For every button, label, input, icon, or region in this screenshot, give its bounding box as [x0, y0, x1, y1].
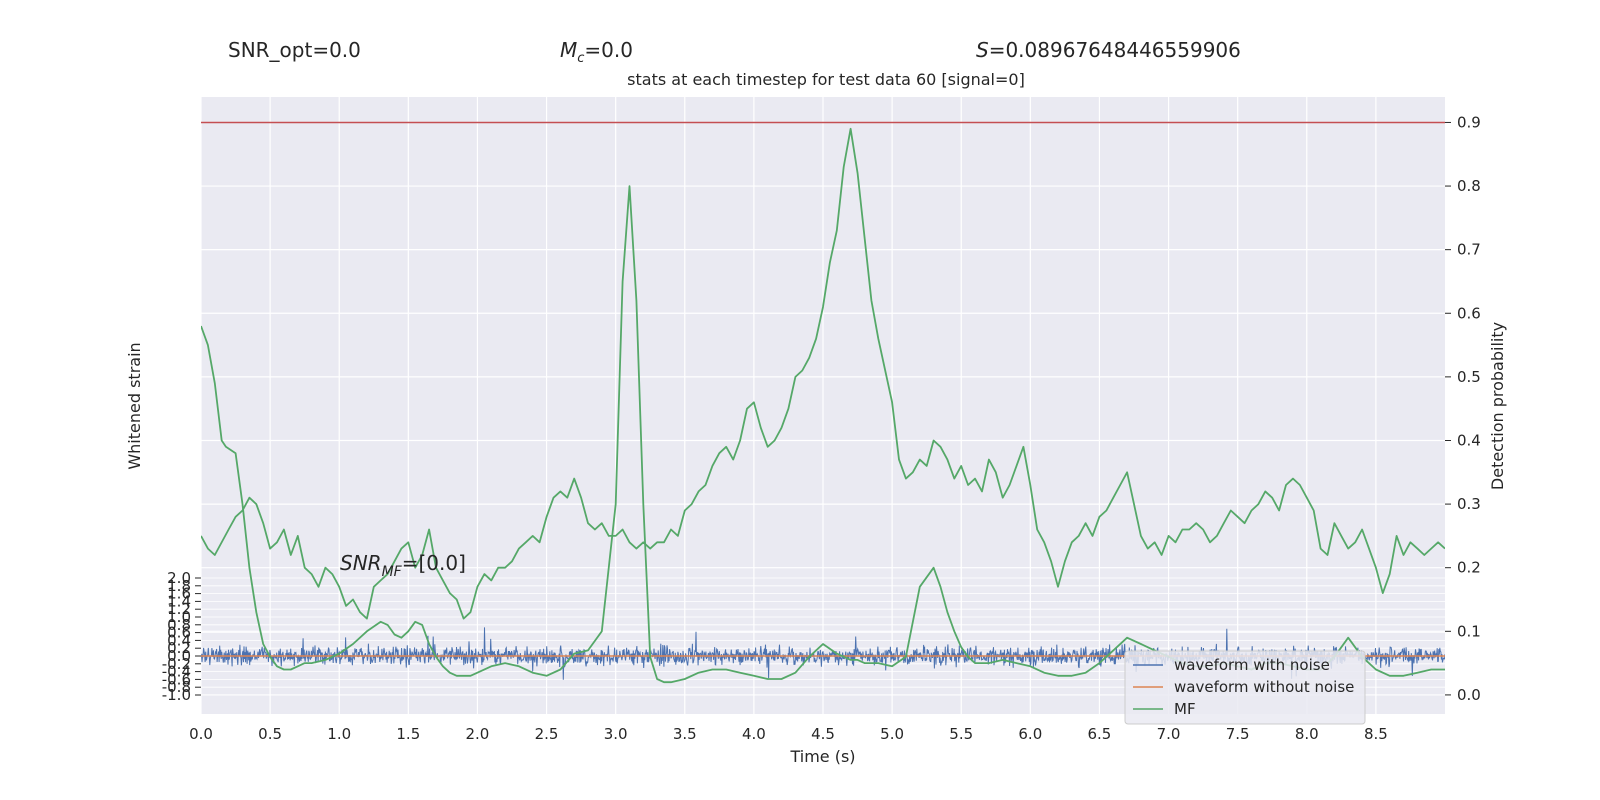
x-tick-label: 4.5	[811, 725, 835, 743]
noise-waveform-path	[201, 627, 1445, 680]
y-tick-label: 0.5	[1457, 368, 1481, 386]
inset-y-tick-label: 2.0	[167, 569, 191, 587]
legend-label-clean: waveform without noise	[1174, 678, 1354, 696]
snr-opt-text: SNR_opt=0.0	[228, 38, 361, 62]
inset-y-axis-ticks: 2.01.81.61.41.21.00.80.60.40.20.0-0.2-0.…	[162, 569, 201, 704]
chirp-mass-label: Mc=0.0	[560, 38, 633, 66]
legend-label-mf: MF	[1174, 700, 1196, 718]
x-tick-label: 1.5	[396, 725, 420, 743]
x-tick-label: 5.5	[949, 725, 973, 743]
inset-y-tick-label: 1.6	[167, 585, 191, 603]
y-tick-label: 0.8	[1457, 177, 1481, 195]
y-tick-label: 0.0	[1457, 686, 1481, 704]
x-axis-ticks: 0.0 0.5 1.0 1.5 2.0 2.5 3.0 3.5 4.0 4.5 5.0 5.5 6.0 6…	[189, 725, 1388, 743]
inset-y-tick-label: 0.8	[167, 616, 191, 634]
legend-box	[1124, 650, 1366, 725]
x-tick-label: 6.0	[1018, 725, 1042, 743]
y-tick-label: 0.4	[1457, 431, 1481, 449]
y-tick-label: 0.6	[1457, 304, 1481, 322]
x-tick-label: 7.0	[1157, 725, 1181, 743]
x-tick-label: 3.0	[604, 725, 628, 743]
snr-opt-label: SNR_opt=0.0	[228, 38, 361, 62]
s-stat-label: S=0.08967648446559906	[976, 38, 1241, 62]
legend-label-noise: waveform with noise	[1174, 656, 1330, 674]
x-tick-label: 5.0	[880, 725, 904, 743]
legend: waveform with noise waveform without noi…	[1124, 650, 1366, 725]
inset-y-tick-label: -0.6	[162, 670, 191, 688]
s-stat-symbol: S	[976, 38, 989, 62]
inset-y-tick-label: 0.0	[167, 647, 191, 665]
detection-probability-line	[201, 127, 1445, 620]
chirp-mass-subscript: c	[577, 51, 585, 66]
waveform-with-noise-series	[201, 627, 1445, 680]
inset-title-suffix: =[0.0]	[402, 551, 466, 575]
y-axis-ticks-right: 0.0 0.1 0.2 0.3 0.4 0.5 0.6 0.7 0.8 0.9	[1445, 113, 1481, 704]
inset-y-tick-label: 1.2	[167, 600, 191, 618]
inset-title-subscript: MF	[382, 564, 403, 580]
x-tick-label: 1.0	[327, 725, 351, 743]
x-tick-label: 2.5	[535, 725, 559, 743]
inset-title-prefix: SNR	[340, 551, 382, 575]
x-tick-label: 4.0	[742, 725, 766, 743]
x-tick-label: 6.5	[1088, 725, 1112, 743]
inset-title: SNRMF=[0.0]	[340, 551, 466, 580]
x-tick-label: 8.5	[1364, 725, 1388, 743]
x-tick-label: 3.5	[673, 725, 697, 743]
inset-y-tick-label: 0.2	[167, 639, 191, 657]
x-tick-label: 2.0	[466, 725, 490, 743]
chirp-mass-value: =0.0	[584, 38, 633, 62]
inset-y-tick-label: 1.8	[167, 577, 191, 595]
inset-y-tick-label: -0.8	[162, 678, 191, 696]
y-tick-label: 0.3	[1457, 495, 1481, 513]
inset-y-tick-label: 0.6	[167, 624, 191, 642]
x-tick-label: 7.5	[1226, 725, 1250, 743]
x-tick-label: 0.5	[258, 725, 282, 743]
y-tick-label: 0.9	[1457, 113, 1481, 131]
y-axis-label-left: Whitened strain	[125, 342, 144, 469]
x-tick-label: 8.0	[1295, 725, 1319, 743]
x-axis-label: Time (s)	[789, 747, 855, 766]
y-tick-label: 0.1	[1457, 622, 1481, 640]
inset-y-tick-label: -0.2	[162, 655, 191, 673]
inset-y-tick-label: -0.4	[162, 663, 191, 681]
chart-subtitle: stats at each timestep for test data 60 …	[627, 70, 1025, 89]
inset-y-tick-label: 0.4	[167, 631, 191, 649]
chirp-mass-symbol: M	[560, 38, 578, 62]
inset-y-tick-label: 1.4	[167, 592, 191, 610]
y-axis-label-right: Detection probability	[1488, 322, 1507, 490]
inset-y-tick-label: 1.0	[167, 608, 191, 626]
y-tick-label: 0.2	[1457, 559, 1481, 577]
s-stat-value: =0.08967648446559906	[988, 38, 1241, 62]
inset-y-tick-label: -1.0	[162, 686, 191, 704]
y-tick-label: 0.7	[1457, 241, 1481, 259]
x-tick-label: 0.0	[189, 725, 213, 743]
